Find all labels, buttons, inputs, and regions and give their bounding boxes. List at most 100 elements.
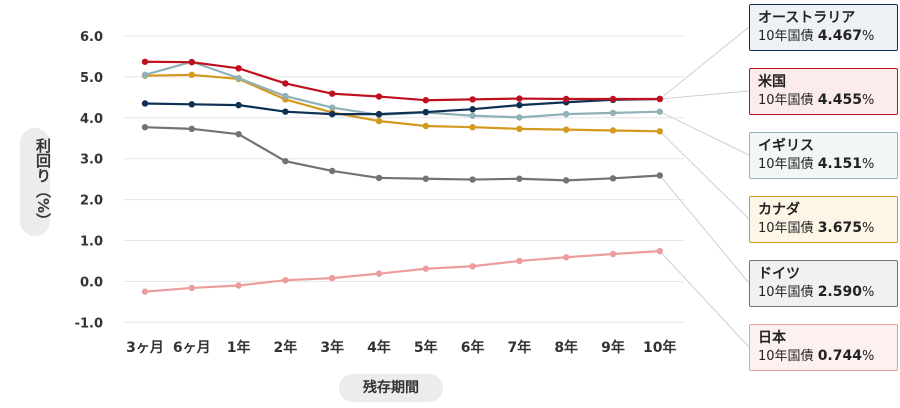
y-tick-label: -1.0	[75, 316, 103, 331]
germany-point	[188, 125, 195, 133]
legend-name: イギリス	[758, 138, 814, 154]
legend-yield: 10年国債 4.467%	[758, 27, 897, 46]
uk-point	[282, 92, 289, 100]
legend-unit: %	[861, 349, 875, 364]
uk-point	[609, 109, 617, 117]
japan-point	[516, 257, 523, 265]
legend-value: 4.151	[817, 156, 862, 172]
y-tick-label: 3.0	[80, 153, 103, 168]
legend-connector	[659, 250, 750, 348]
germany-point	[141, 124, 149, 131]
canada-point	[375, 117, 383, 125]
legend-item-germany: ドイツ 10年国債 2.590%	[749, 260, 898, 307]
y-axis-label-pill	[20, 128, 50, 236]
y-axis-label: 利回り（%）	[34, 138, 52, 229]
canada-line	[144, 73, 660, 133]
legend-name: カナダ	[758, 202, 800, 218]
legend-value: 0.744	[817, 348, 862, 364]
x-tick-label: 2年	[274, 339, 298, 356]
germany-point	[563, 177, 570, 184]
canada-point	[563, 126, 570, 133]
us-point	[563, 95, 570, 103]
legend-item-australia: オーストラリア 10年国債 4.467%	[749, 4, 898, 51]
australia-point	[469, 106, 476, 113]
canada-point	[656, 128, 663, 135]
legend-value: 4.467	[817, 28, 862, 44]
legend-connector	[659, 111, 750, 156]
legend-value: 3.675	[817, 220, 862, 236]
germany-line	[144, 126, 660, 182]
y-tick-label: 5.0	[80, 71, 103, 86]
legend-yield: 10年国債 0.744%	[758, 347, 897, 366]
japan-point	[469, 263, 476, 270]
australia-line	[144, 97, 660, 116]
australia-point	[188, 101, 195, 108]
legend-item-uk: イギリス 10年国債 4.151%	[749, 132, 898, 179]
us-point	[375, 93, 383, 100]
legend-prefix: 10年国債	[758, 157, 814, 172]
x-tick-label: 1年	[227, 339, 251, 356]
y-tick-label: 1.0	[80, 235, 103, 250]
germany-point	[329, 167, 336, 175]
legend-yield: 10年国債 3.675%	[758, 219, 897, 238]
legend-unit: %	[861, 93, 875, 108]
legend-yield: 10年国債 2.590%	[758, 283, 897, 302]
legend-prefix: 10年国債	[758, 221, 814, 236]
x-tick-label: 6年	[461, 339, 485, 356]
us-point	[282, 80, 289, 87]
x-axis-label: 残存期間	[363, 380, 419, 396]
legend-unit: %	[861, 157, 875, 172]
y-tick-label: 2.0	[80, 194, 103, 209]
legend-name: ドイツ	[758, 266, 800, 282]
legend-value: 2.590	[817, 284, 862, 300]
germany-point	[469, 176, 476, 183]
us-point	[609, 95, 617, 103]
australia-point	[516, 101, 523, 109]
germany-point	[656, 172, 663, 179]
x-axis-label-pill	[339, 374, 443, 402]
japan-point	[188, 284, 195, 292]
japan-point	[141, 288, 149, 295]
japan-point	[609, 250, 617, 258]
uk-point	[656, 108, 663, 115]
us-point	[329, 90, 336, 97]
y-tick-label: 6.0	[80, 30, 103, 45]
japan-point	[563, 254, 570, 261]
us-point	[141, 58, 149, 65]
x-tick-label: 6ヶ月	[173, 340, 211, 356]
legend-unit: %	[861, 285, 875, 300]
legend-item-japan: 日本 10年国債 0.744%	[749, 324, 898, 371]
us-point	[422, 97, 429, 104]
x-tick-label: 8年	[554, 339, 578, 356]
canada-point	[188, 71, 195, 79]
y-tick-label: 0.0	[80, 275, 103, 290]
x-tick-label: 4年	[367, 339, 391, 356]
us-point	[235, 65, 242, 72]
legend-name: 米国	[758, 74, 786, 90]
australia-point	[282, 108, 289, 115]
japan-point	[656, 247, 663, 255]
uk-point	[235, 74, 242, 82]
legend-connector	[659, 26, 750, 100]
australia-point	[141, 100, 149, 107]
x-tick-label: 10年	[643, 339, 676, 356]
australia-point	[329, 110, 336, 118]
canada-point	[609, 127, 617, 134]
japan-point	[375, 270, 383, 277]
germany-point	[235, 130, 242, 138]
legend-prefix: 10年国債	[758, 349, 814, 364]
legend-yield: 10年国債 4.151%	[758, 155, 897, 174]
x-tick-label: 3年	[320, 339, 344, 356]
x-tick-label: 7年	[508, 339, 532, 356]
legend-prefix: 10年国債	[758, 93, 814, 108]
canada-point	[516, 125, 523, 133]
legend-connector	[659, 175, 750, 284]
legend-connector	[659, 90, 750, 100]
legend-value: 4.455	[817, 92, 862, 108]
australia-point	[375, 110, 383, 118]
legend-unit: %	[861, 221, 875, 236]
japan-line	[144, 250, 660, 293]
us-point	[188, 58, 195, 66]
